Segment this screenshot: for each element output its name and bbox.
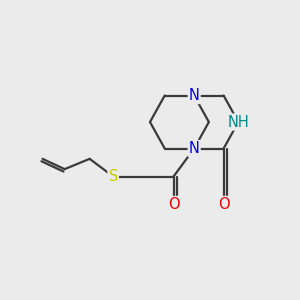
Text: O: O [218,197,230,212]
Text: O: O [168,197,179,212]
Text: N: N [189,88,200,103]
Text: S: S [109,169,118,184]
Text: N: N [189,141,200,156]
Text: NH: NH [227,115,249,130]
